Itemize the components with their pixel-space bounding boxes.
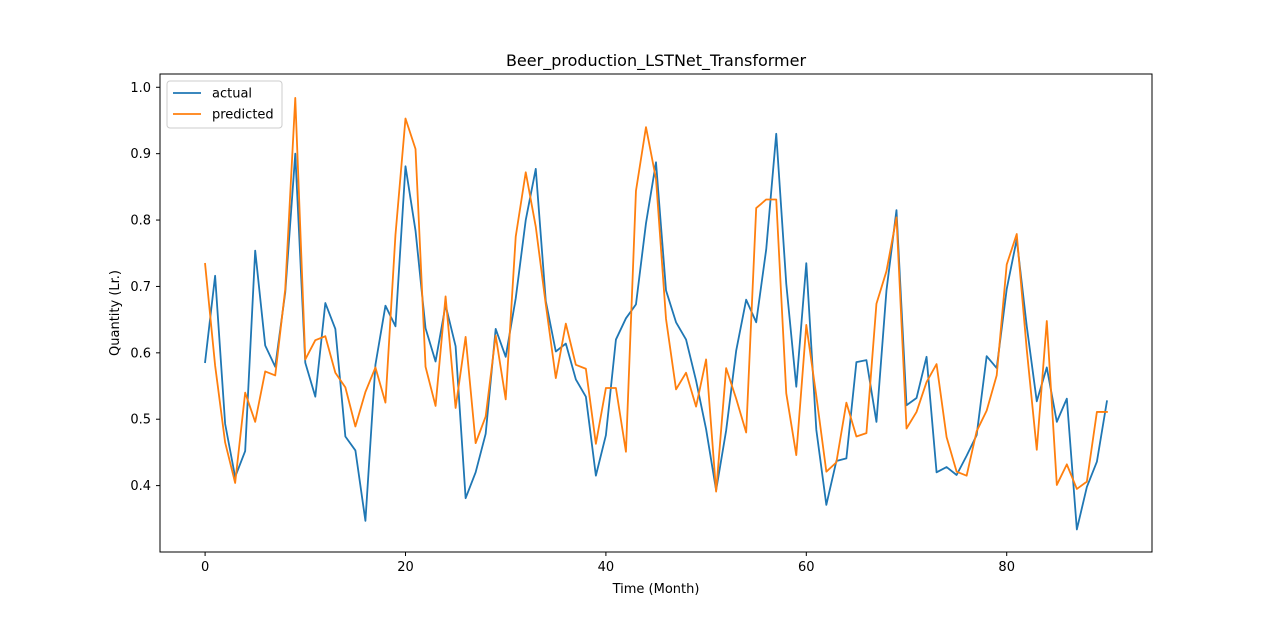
series-line-actual [204, 132, 1108, 531]
plot-area-frame [159, 73, 1153, 553]
series-layer [204, 97, 1108, 531]
x-tick-label: 80 [998, 560, 1015, 575]
x-tick-label: 0 [201, 560, 209, 575]
x-axis: 0 20 40 60 80 [201, 552, 1015, 575]
x-tick-label: 60 [798, 560, 815, 575]
y-tick-label: 0.8 [130, 214, 151, 229]
y-tick-label: 1.0 [130, 81, 151, 96]
y-axis: 0.4 0.5 0.6 0.7 0.8 0.9 1.0 [130, 81, 160, 494]
x-axis-label: Time (Month) [612, 582, 700, 597]
chart-title: Beer_production_LSTNet_Transformer [506, 51, 807, 71]
x-tick-label: 40 [598, 560, 615, 575]
y-tick-label: 0.6 [130, 346, 151, 361]
y-axis-label: Quantity (Lr.) [108, 270, 123, 356]
legend-label-actual: actual [212, 87, 252, 102]
x-tick-label: 20 [397, 560, 414, 575]
legend: actual predicted [166, 80, 283, 129]
y-tick-label: 0.4 [130, 479, 151, 494]
y-tick-label: 0.7 [130, 280, 151, 295]
legend-label-predicted: predicted [212, 108, 274, 123]
y-tick-label: 0.9 [130, 147, 151, 162]
y-tick-label: 0.5 [130, 413, 151, 428]
series-line-predicted [204, 97, 1108, 493]
